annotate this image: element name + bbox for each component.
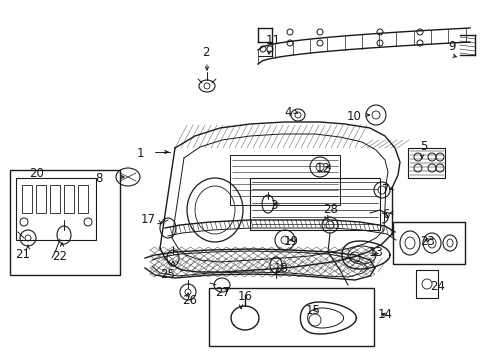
Text: 17: 17 [141,212,156,225]
Text: 16: 16 [238,289,252,302]
Bar [36,185,46,213]
Text: 3: 3 [269,198,277,212]
Text: 4: 4 [284,105,291,118]
Text: 21: 21 [15,248,30,261]
Text: 12: 12 [315,162,330,175]
Text: 20: 20 [29,166,44,180]
Bar [10,170,120,275]
Text: 2: 2 [202,45,209,59]
Text: 11: 11 [265,33,281,46]
Text: 7: 7 [381,183,389,195]
Text: 26: 26 [182,293,197,306]
Text: 6: 6 [381,207,389,220]
Text: 15: 15 [305,305,320,318]
Text: 18: 18 [273,261,288,274]
Bar [64,185,74,213]
Bar [22,185,32,213]
Bar [78,185,88,213]
Bar [415,270,437,298]
Text: 27: 27 [215,285,229,298]
Bar [249,178,379,230]
Text: 19: 19 [284,234,298,248]
Text: 25: 25 [160,267,175,280]
Bar [392,222,464,264]
Bar [229,155,339,205]
Text: 9: 9 [447,40,454,53]
Text: 28: 28 [323,202,337,216]
Text: 22: 22 [52,249,67,262]
Text: 10: 10 [346,109,361,122]
Text: 5: 5 [419,140,427,153]
Text: 1: 1 [137,147,144,159]
Bar [208,288,373,346]
Text: 24: 24 [429,279,444,292]
Text: 23: 23 [419,234,434,248]
Bar [407,148,444,178]
Text: 13: 13 [368,246,383,258]
Text: 14: 14 [377,309,392,321]
Bar [50,185,60,213]
Bar [16,178,96,240]
Text: 8: 8 [95,171,102,185]
